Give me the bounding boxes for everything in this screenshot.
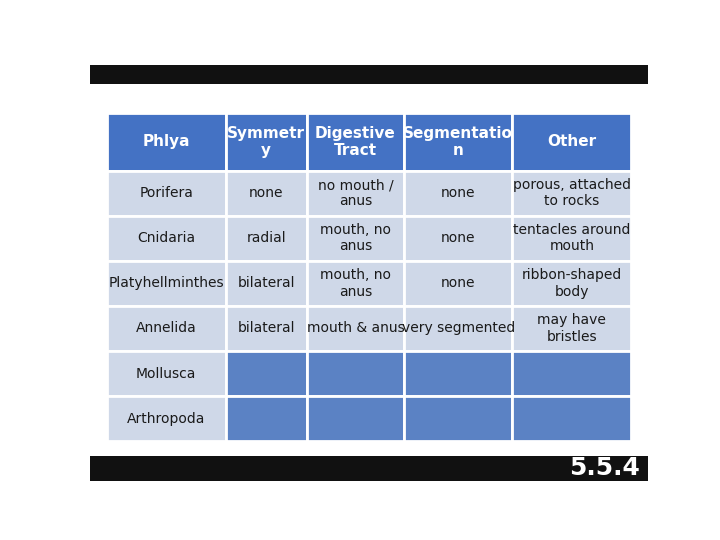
Bar xyxy=(513,216,631,261)
Bar xyxy=(107,306,225,351)
Text: Annelida: Annelida xyxy=(136,321,197,335)
Text: no mouth /
anus: no mouth / anus xyxy=(318,178,393,208)
Bar xyxy=(90,456,648,481)
Text: Digestive
Tract: Digestive Tract xyxy=(315,125,396,158)
Bar xyxy=(513,306,631,351)
Bar xyxy=(107,261,225,306)
Bar xyxy=(404,216,513,261)
Bar xyxy=(404,171,513,216)
Text: very segmented: very segmented xyxy=(402,321,515,335)
Text: bilateral: bilateral xyxy=(238,321,295,335)
Text: Arthropoda: Arthropoda xyxy=(127,411,205,426)
Bar xyxy=(107,351,225,396)
Bar xyxy=(513,171,631,216)
Text: Symmetr
y: Symmetr y xyxy=(228,125,305,158)
Bar xyxy=(225,216,307,261)
Bar xyxy=(404,306,513,351)
Bar xyxy=(404,261,513,306)
Bar xyxy=(513,261,631,306)
Text: none: none xyxy=(441,276,475,291)
Bar xyxy=(225,306,307,351)
Bar xyxy=(513,351,631,396)
Text: porous, attached
to rocks: porous, attached to rocks xyxy=(513,178,631,208)
Bar xyxy=(513,113,631,171)
Bar xyxy=(307,216,404,261)
Bar xyxy=(404,351,513,396)
Text: mouth, no
anus: mouth, no anus xyxy=(320,224,391,253)
Bar xyxy=(225,396,307,441)
Bar xyxy=(404,113,513,171)
Bar xyxy=(107,113,225,171)
Bar xyxy=(307,261,404,306)
Bar xyxy=(107,171,225,216)
Bar xyxy=(307,113,404,171)
Text: mouth & anus: mouth & anus xyxy=(307,321,405,335)
Bar xyxy=(225,351,307,396)
Text: Porifera: Porifera xyxy=(139,186,193,200)
Bar xyxy=(225,113,307,171)
Text: bilateral: bilateral xyxy=(238,276,295,291)
Bar xyxy=(225,171,307,216)
Bar xyxy=(404,396,513,441)
Bar xyxy=(225,261,307,306)
Text: none: none xyxy=(249,186,284,200)
Text: mouth, no
anus: mouth, no anus xyxy=(320,268,391,299)
Bar xyxy=(307,306,404,351)
Bar xyxy=(307,351,404,396)
Bar xyxy=(90,65,648,84)
Text: Cnidaria: Cnidaria xyxy=(137,232,195,245)
Text: ribbon-shaped
body: ribbon-shaped body xyxy=(522,268,622,299)
Text: Platyhellminthes: Platyhellminthes xyxy=(109,276,224,291)
Bar xyxy=(107,216,225,261)
Text: Other: Other xyxy=(547,134,596,149)
Bar xyxy=(107,396,225,441)
Text: 5.5.4: 5.5.4 xyxy=(569,456,639,480)
Bar xyxy=(307,396,404,441)
Text: may have
bristles: may have bristles xyxy=(537,313,606,343)
Text: Phlya: Phlya xyxy=(143,134,190,149)
Text: Segmentatio
n: Segmentatio n xyxy=(403,125,513,158)
Text: none: none xyxy=(441,186,475,200)
Text: none: none xyxy=(441,232,475,245)
Text: radial: radial xyxy=(246,232,286,245)
Bar xyxy=(513,396,631,441)
Bar xyxy=(307,171,404,216)
Text: tentacles around
mouth: tentacles around mouth xyxy=(513,224,631,253)
Text: Mollusca: Mollusca xyxy=(136,367,197,381)
